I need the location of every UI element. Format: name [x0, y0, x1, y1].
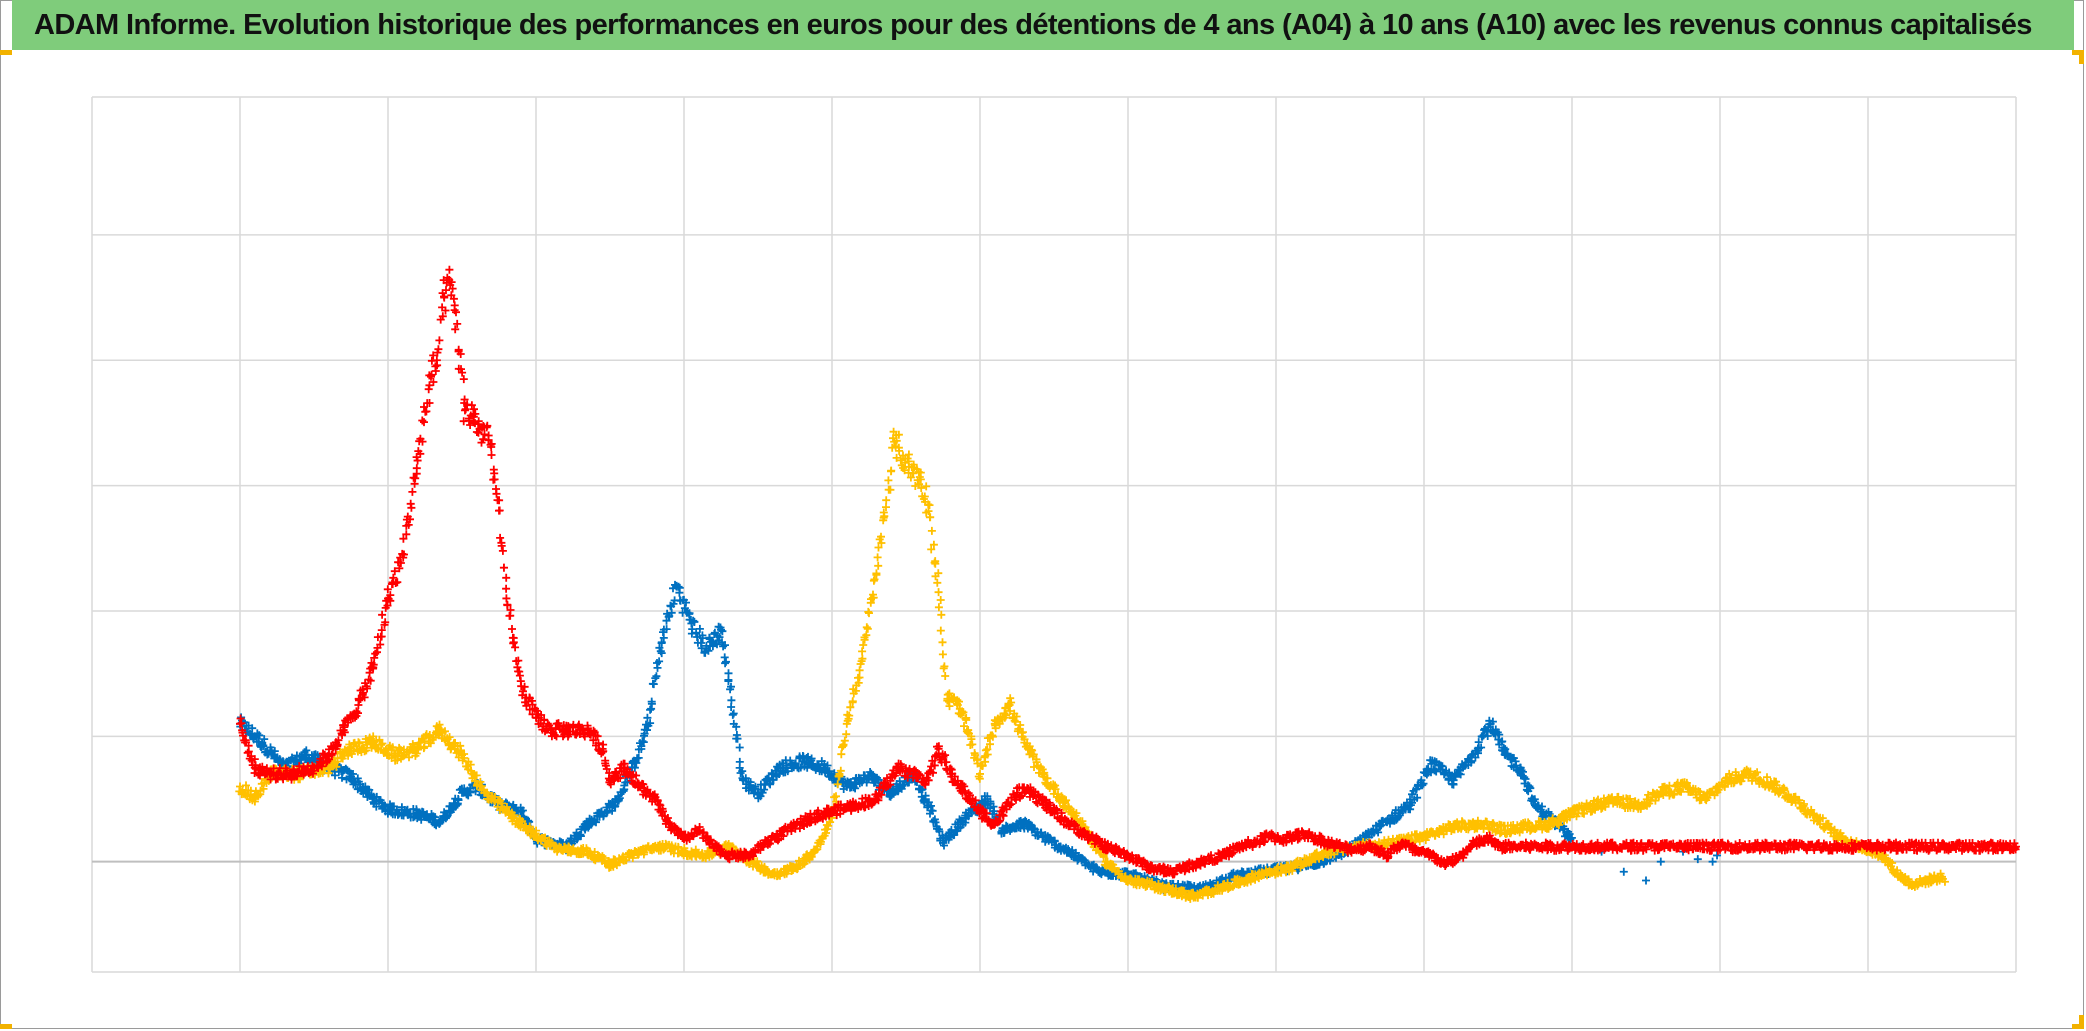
series-0-point	[1642, 876, 1650, 885]
series-0-point	[1708, 857, 1717, 866]
series-0-point	[1656, 857, 1665, 866]
series-2-markers	[236, 265, 2020, 879]
corner-mark-top-right-vertical	[2079, 50, 2084, 64]
corner-mark-top-right-horizontal	[2072, 50, 2084, 55]
series-layer	[235, 265, 2020, 903]
series-0-point	[1693, 855, 1702, 864]
series-0-point	[1619, 867, 1628, 876]
chart-title: ADAM Informe. Evolution historique des p…	[34, 8, 2032, 41]
corner-mark-bottom-right-horizontal	[2072, 1024, 2084, 1029]
series-2	[236, 265, 2020, 879]
corner-mark-bottom-left	[0, 1024, 12, 1029]
title-bar: ADAM Informe. Evolution historique des p…	[12, 0, 2074, 50]
corner-mark-top-left	[0, 50, 12, 55]
series-1-point	[934, 588, 943, 597]
grid-layer	[91, 96, 2017, 973]
corner-mark-bottom-right-vertical	[2079, 1015, 2084, 1029]
series-1-markers	[235, 427, 1947, 903]
